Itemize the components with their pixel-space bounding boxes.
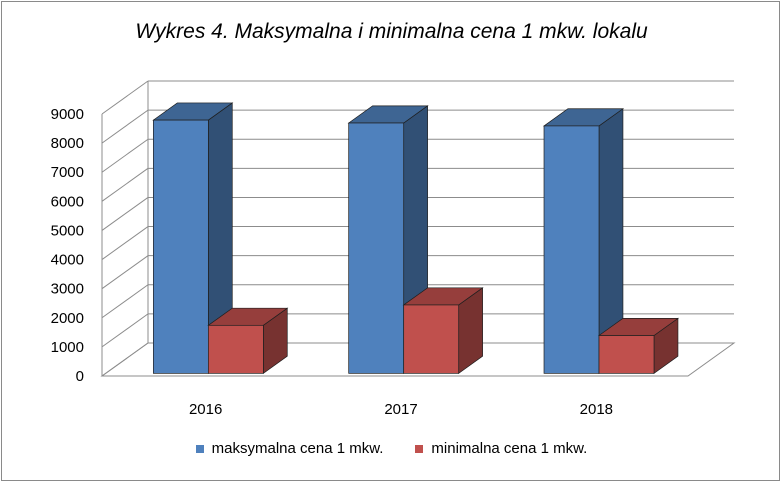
y-tick-label: 5000 [51,222,84,239]
y-tick-label: 9000 [51,106,84,123]
legend-label-min: minimalna cena 1 mkw. [431,440,588,457]
grid-line-wall [101,226,149,260]
bar-2017-min [403,304,460,374]
grid-line-wall [101,197,149,231]
x-tick-label: 2016 [189,401,222,418]
floor-outline [100,342,736,377]
grid-line-wall [101,167,149,202]
y-tick-label: 0 [76,368,84,385]
x-tick-label: 2017 [384,401,417,418]
legend-label-max: maksymalna cena 1 mkw. [211,440,384,457]
y-tick-label: 8000 [51,135,84,152]
bar-2018-max [543,125,600,374]
grid-line-wall [101,255,149,290]
grid-line-wall [101,138,149,173]
y-tick-label: 7000 [51,164,84,181]
grid-line-wall [101,313,149,348]
bar-2016-max [152,119,209,374]
y-tick-label: 6000 [51,193,84,210]
y-tick-labels: 0 1000 2000 3000 4000 5000 6000 7000 8000 9000 [51,106,84,385]
legend-item-max: maksymalna cena 1 mkw. [195,440,384,457]
grid-lines [101,80,734,377]
grid-line-wall [101,284,149,319]
x-tick-labels: 2016 2017 2018 [189,401,613,418]
y-tick-label: 2000 [51,310,84,327]
y-tick-label: 3000 [51,281,84,298]
legend-swatch-min [415,444,424,453]
bar-2016-min [207,324,264,374]
grid-line-wall [101,80,149,115]
bar-2018-min [598,335,655,374]
legend-item-min: minimalna cena 1 mkw. [415,440,587,457]
chart-floor [100,342,736,377]
bars [152,102,680,375]
grid-line-wall [101,109,149,144]
legend-swatch-max [195,444,204,453]
bar-2017-max [348,122,405,374]
legend: maksymalna cena 1 mkw. minimalna cena 1 … [0,440,783,457]
y-tick-label: 1000 [51,339,84,356]
chart-title: Wykres 4. Maksymalna i minimalna cena 1 … [135,20,648,43]
y-tick-label: 4000 [51,252,84,269]
x-tick-label: 2018 [580,401,613,418]
